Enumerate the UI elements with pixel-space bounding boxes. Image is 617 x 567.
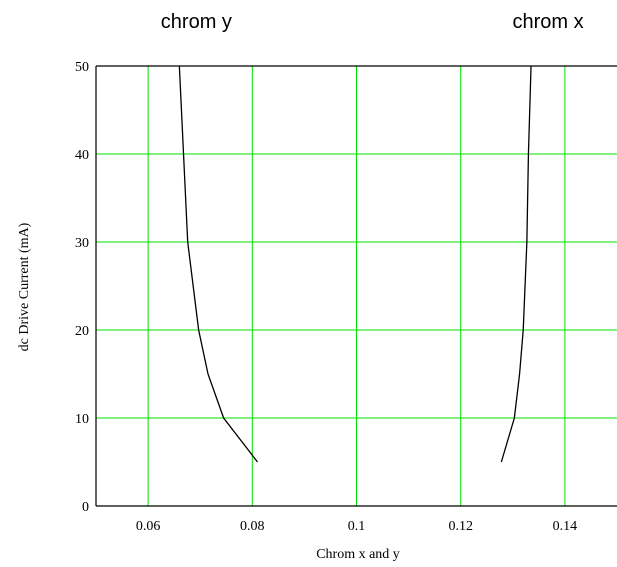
x-axis-label: Chrom x and y: [316, 547, 400, 562]
x-tick-label: 0.14: [553, 519, 578, 534]
y-tick-label: 40: [75, 148, 89, 163]
annotation-chrom-y: chrom y: [161, 11, 232, 33]
tick-labels: 0.06 0.08 0.1 0.12 0.14 0 10 20 30 40 50: [75, 60, 577, 534]
axes: [95, 65, 617, 507]
x-tick-label: 0.08: [240, 519, 265, 534]
series-lines: [178, 65, 532, 463]
y-tick-label: 30: [75, 236, 89, 251]
series-line-chrom-x: [500, 65, 532, 463]
annotation-chrom-x: chrom x: [512, 11, 583, 33]
y-tick-label: 0: [82, 500, 89, 515]
y-axis-label: dc Drive Current (mA): [17, 222, 32, 351]
annotations: chrom y chrom x: [161, 11, 584, 33]
y-tick-label: 50: [75, 60, 89, 75]
y-tick-label: 20: [75, 324, 89, 339]
series-line-chrom-y: [178, 65, 259, 463]
x-tick-label: 0.1: [348, 519, 366, 534]
x-tick-label: 0.06: [136, 519, 161, 534]
grid: [96, 66, 617, 506]
y-tick-label: 10: [75, 412, 89, 427]
x-tick-label: 0.12: [448, 519, 473, 534]
